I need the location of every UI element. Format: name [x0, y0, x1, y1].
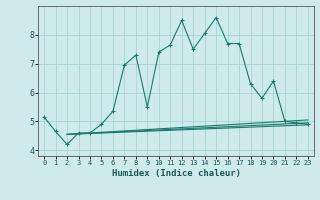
X-axis label: Humidex (Indice chaleur): Humidex (Indice chaleur): [111, 169, 241, 178]
